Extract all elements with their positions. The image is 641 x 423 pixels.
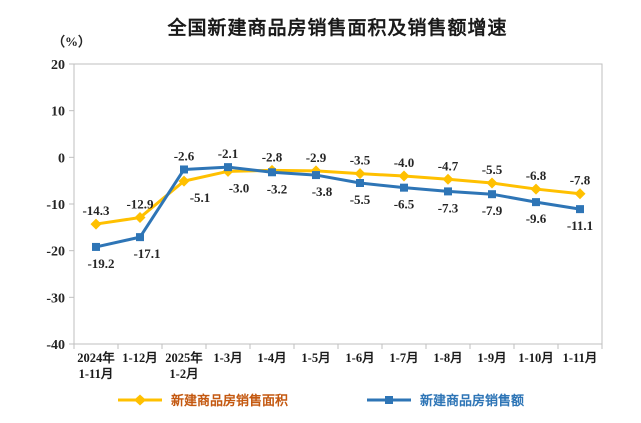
data-label: -17.1	[133, 246, 160, 261]
series-line-0	[94, 168, 582, 226]
x-axis-label: 1-4月	[257, 351, 286, 365]
y-axis-label: -20	[46, 245, 65, 260]
data-point-square	[532, 198, 540, 207]
data-point-square	[444, 187, 452, 196]
data-point-square	[312, 171, 320, 180]
y-axis-label: -40	[46, 338, 65, 353]
x-axis-label: 1-5月	[301, 351, 330, 365]
data-point-square	[576, 205, 584, 214]
series-line-1	[94, 165, 582, 249]
legend-item-sales-amount: 新建商品房销售额	[366, 390, 524, 409]
data-label: -3.5	[350, 153, 371, 168]
data-point-square	[92, 242, 100, 251]
data-point-diamond	[574, 188, 586, 200]
data-label: -7.3	[438, 200, 459, 215]
data-label: -7.8	[570, 173, 591, 188]
data-label: -2.8	[262, 149, 283, 164]
data-point-diamond	[90, 218, 102, 230]
data-point-diamond	[354, 168, 366, 180]
data-label: -5.5	[482, 162, 503, 177]
chart-legend: 新建商品房销售面积 新建商品房销售额	[0, 390, 641, 409]
data-point-diamond	[530, 183, 542, 195]
x-axis-label: 1-3月	[213, 351, 242, 365]
y-axis-label: -10	[46, 198, 65, 213]
x-axis-label: 1-7月	[389, 351, 418, 365]
data-label: -9.6	[526, 211, 547, 226]
y-axis-label: 0	[58, 151, 65, 166]
y-axis-label: -30	[46, 291, 65, 306]
legend-label-sales-amount: 新建商品房销售额	[420, 393, 525, 408]
chart-title: 全国新建商品房销售面积及销售额增速	[167, 18, 508, 39]
data-label: -2.9	[306, 150, 327, 165]
y-axis-unit-label: （%）	[52, 34, 92, 49]
sales-amount-line-square-icon	[367, 395, 411, 404]
data-point-square	[400, 183, 408, 192]
y-axis-label: 20	[51, 58, 65, 73]
sales-area-line-diamond-icon	[117, 394, 162, 405]
data-label: -14.3	[82, 203, 110, 218]
data-label: -12.9	[126, 197, 154, 212]
data-label: -11.1	[567, 218, 593, 233]
data-point-diamond	[398, 170, 410, 182]
data-label: -3.0	[229, 180, 250, 195]
x-axis-label: 1-9月	[477, 351, 506, 365]
data-label: -4.7	[438, 158, 459, 173]
data-label: -19.2	[87, 256, 114, 271]
data-point-square	[224, 163, 232, 172]
data-point-square	[268, 168, 276, 177]
data-label: -3.2	[267, 181, 288, 196]
data-point-square	[356, 179, 364, 187]
x-axis-label: 1-6月	[345, 351, 374, 365]
x-axis-label: 2025年 1-2月	[165, 350, 203, 381]
x-axis-label: 1-12月	[122, 351, 157, 365]
data-label: -6.8	[526, 168, 547, 183]
x-axis-label: 2024年 1-11月	[77, 350, 115, 381]
legend-item-sales-area: 新建商品房销售面积	[117, 390, 288, 409]
data-point-diamond	[134, 212, 146, 224]
data-point-diamond	[442, 173, 454, 185]
data-label: -6.5	[394, 197, 415, 212]
y-axis-label: 10	[51, 105, 65, 120]
x-axis-label: 1-10月	[518, 351, 553, 365]
data-label: -2.1	[218, 146, 239, 161]
data-label: -5.5	[350, 192, 371, 207]
data-label: -4.0	[394, 155, 415, 170]
data-label: -7.9	[482, 203, 503, 218]
legend-label-sales-area: 新建商品房销售面积	[170, 393, 288, 408]
data-point-square	[136, 233, 144, 242]
data-label: -5.1	[190, 190, 211, 205]
data-point-square	[180, 165, 188, 174]
data-point-square	[488, 190, 496, 199]
data-point-diamond	[178, 175, 190, 187]
x-axis-label: 1-8月	[433, 351, 462, 365]
data-label: -3.8	[312, 184, 333, 199]
data-label: -2.6	[174, 148, 195, 163]
x-axis-label: 1-11月	[563, 351, 598, 365]
data-point-diamond	[486, 177, 498, 189]
